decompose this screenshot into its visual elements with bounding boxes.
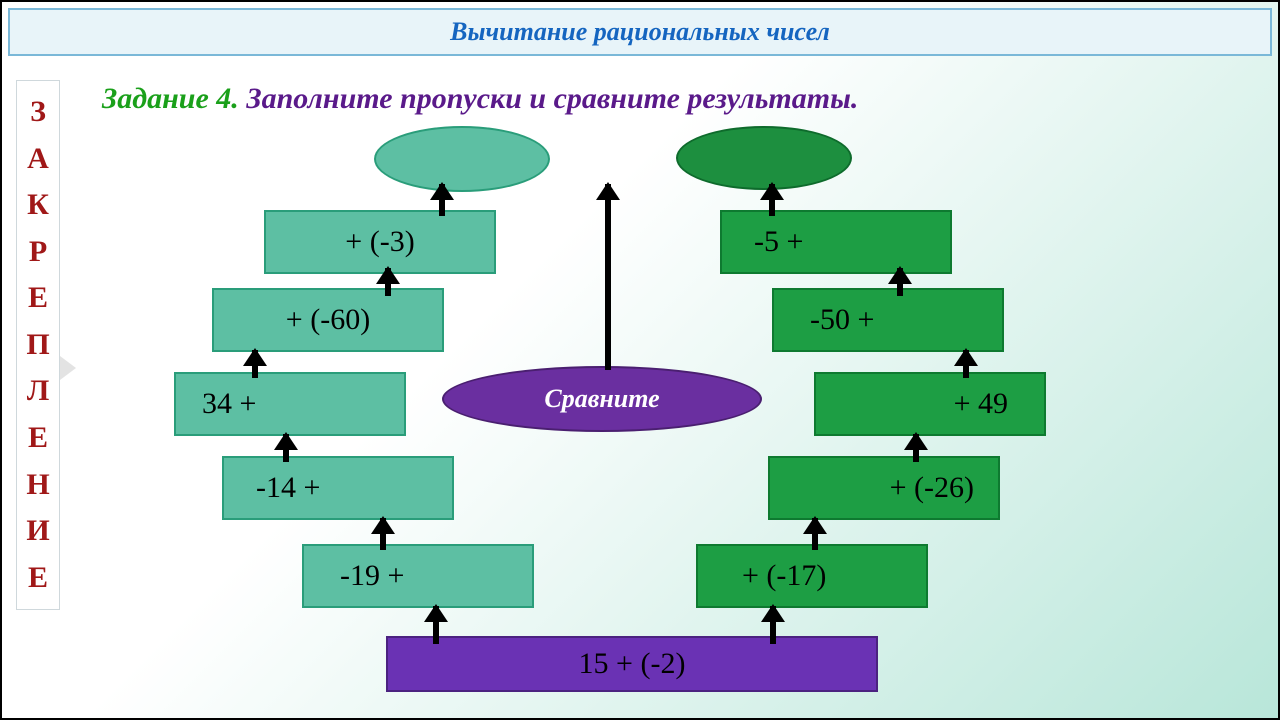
compare-ellipse: Сравните	[442, 366, 762, 432]
result-ellipse-left	[374, 126, 550, 192]
start-box: 15 + (-2)	[386, 636, 878, 692]
right-step-box: + 49	[814, 372, 1046, 436]
right-step-box: + (-26)	[768, 456, 1000, 520]
flow-arrow	[439, 184, 445, 216]
flow-arrow	[380, 518, 386, 550]
right-step-box: + (-17)	[696, 544, 928, 608]
main-area: ЗАКРЕПЛЕНИЕ Задание 4. Заполните пропуск…	[2, 56, 1278, 716]
flow-arrow	[963, 350, 969, 378]
flow-arrow	[433, 606, 439, 644]
left-step-box: + (-3)	[264, 210, 496, 274]
left-step-box: -19 +	[302, 544, 534, 608]
flow-arrow	[897, 268, 903, 296]
left-step-box: + (-60)	[212, 288, 444, 352]
diagram-canvas: Сравните + (-3) + (-60) 34 + -14 + -19 + -5 + -…	[2, 56, 1280, 716]
flow-arrow	[770, 606, 776, 644]
left-step-box: -14 +	[222, 456, 454, 520]
flow-arrow	[769, 184, 775, 216]
header-bar: Вычитание рациональных чисел	[8, 8, 1272, 56]
flow-arrow	[913, 434, 919, 462]
flow-arrow	[385, 268, 391, 296]
header-title: Вычитание рациональных чисел	[450, 17, 830, 47]
flow-arrow	[252, 350, 258, 378]
right-step-box: -50 +	[772, 288, 1004, 352]
right-step-box: -5 +	[720, 210, 952, 274]
flow-arrow	[283, 434, 289, 462]
left-step-box: 34 +	[174, 372, 406, 436]
result-ellipse-right	[676, 126, 852, 190]
flow-arrow	[605, 184, 611, 370]
flow-arrow	[812, 518, 818, 550]
